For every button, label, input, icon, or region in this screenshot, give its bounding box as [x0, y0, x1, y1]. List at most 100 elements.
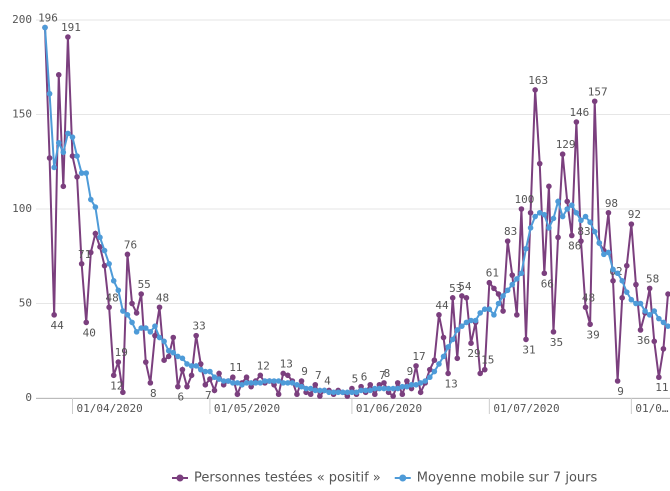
data-label: 146 [569, 106, 589, 119]
point [404, 378, 410, 384]
point [431, 368, 438, 375]
point [527, 225, 534, 231]
point [436, 361, 442, 367]
point [284, 372, 291, 379]
point [51, 312, 57, 318]
point [161, 338, 167, 345]
point [234, 391, 241, 398]
point [275, 378, 282, 384]
point [481, 366, 488, 373]
point [129, 319, 135, 326]
point [614, 270, 621, 277]
point [459, 323, 465, 329]
legend-label: Personnes testées « positif » [194, 471, 381, 486]
point [262, 378, 268, 384]
point [468, 317, 474, 324]
point [376, 385, 383, 392]
point [271, 378, 277, 384]
point [440, 353, 447, 360]
point [449, 336, 456, 343]
point [257, 372, 264, 379]
point [193, 332, 199, 339]
point [633, 281, 639, 288]
point [207, 376, 213, 382]
point [46, 90, 53, 97]
point [234, 380, 241, 386]
x-tick-label: 01/05/2020 [214, 402, 280, 415]
data-label: 8 [384, 367, 391, 380]
point [417, 389, 424, 396]
point [587, 219, 593, 226]
point [399, 383, 406, 390]
point [358, 387, 364, 394]
data-label: 83 [577, 225, 590, 238]
point [211, 387, 218, 394]
point [60, 183, 67, 190]
point [569, 202, 575, 209]
point [518, 206, 525, 212]
point [578, 217, 584, 224]
point [179, 366, 186, 373]
point [211, 374, 218, 381]
legend-marker [176, 474, 184, 482]
point [486, 306, 493, 312]
point [115, 359, 122, 365]
point [504, 238, 511, 244]
data-label: 9 [617, 385, 624, 398]
point [147, 380, 154, 386]
point [656, 315, 662, 322]
point [637, 300, 644, 307]
point [307, 391, 314, 398]
point [436, 312, 442, 318]
point [74, 153, 80, 159]
data-label: 33 [193, 320, 206, 333]
point [578, 238, 584, 244]
point [55, 72, 62, 78]
point [165, 347, 172, 354]
point [481, 306, 488, 312]
point [536, 209, 543, 216]
point [110, 278, 117, 284]
data-label: 29 [467, 347, 480, 360]
point [463, 319, 470, 326]
point [147, 329, 154, 335]
point [133, 329, 140, 335]
point [651, 338, 658, 345]
point [120, 308, 126, 314]
point [601, 251, 607, 258]
point [404, 383, 410, 390]
point [230, 374, 236, 381]
point [317, 393, 323, 399]
point [83, 319, 90, 326]
point [426, 366, 433, 373]
point [468, 340, 474, 346]
point [564, 198, 571, 205]
point [124, 312, 131, 318]
point [133, 310, 140, 316]
point [628, 296, 635, 303]
data-label: 15 [481, 354, 494, 367]
point [101, 262, 108, 269]
point [509, 281, 516, 288]
point [454, 355, 461, 362]
point [220, 378, 227, 384]
point [97, 234, 103, 241]
point [65, 34, 71, 40]
point [523, 336, 529, 343]
point [284, 380, 291, 386]
data-label: 9 [301, 365, 308, 378]
point [495, 291, 502, 297]
point [170, 349, 177, 356]
data-label: 196 [38, 12, 58, 25]
point [51, 164, 57, 171]
point [559, 151, 566, 157]
data-label: 11 [229, 361, 242, 374]
point [138, 325, 144, 331]
point [394, 380, 401, 386]
point [413, 363, 419, 369]
point [69, 153, 76, 159]
point [298, 383, 305, 390]
point [596, 240, 603, 246]
